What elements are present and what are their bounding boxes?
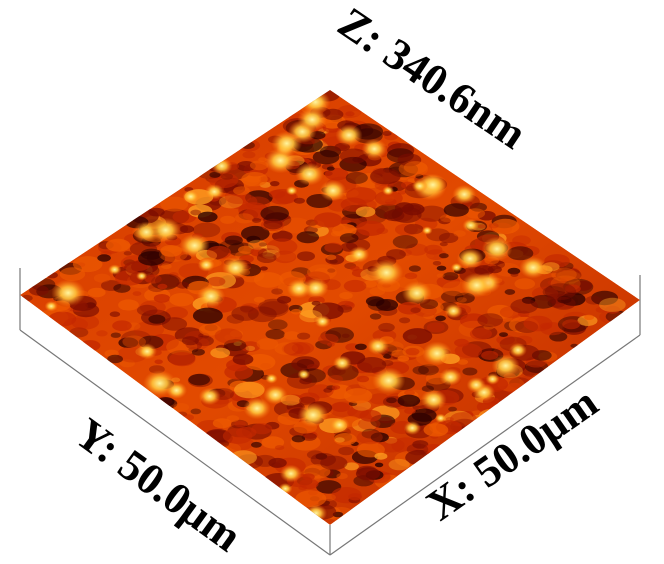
topography-surface [20,90,640,525]
surface-peaks [44,90,547,523]
bounding-box [19,268,641,556]
